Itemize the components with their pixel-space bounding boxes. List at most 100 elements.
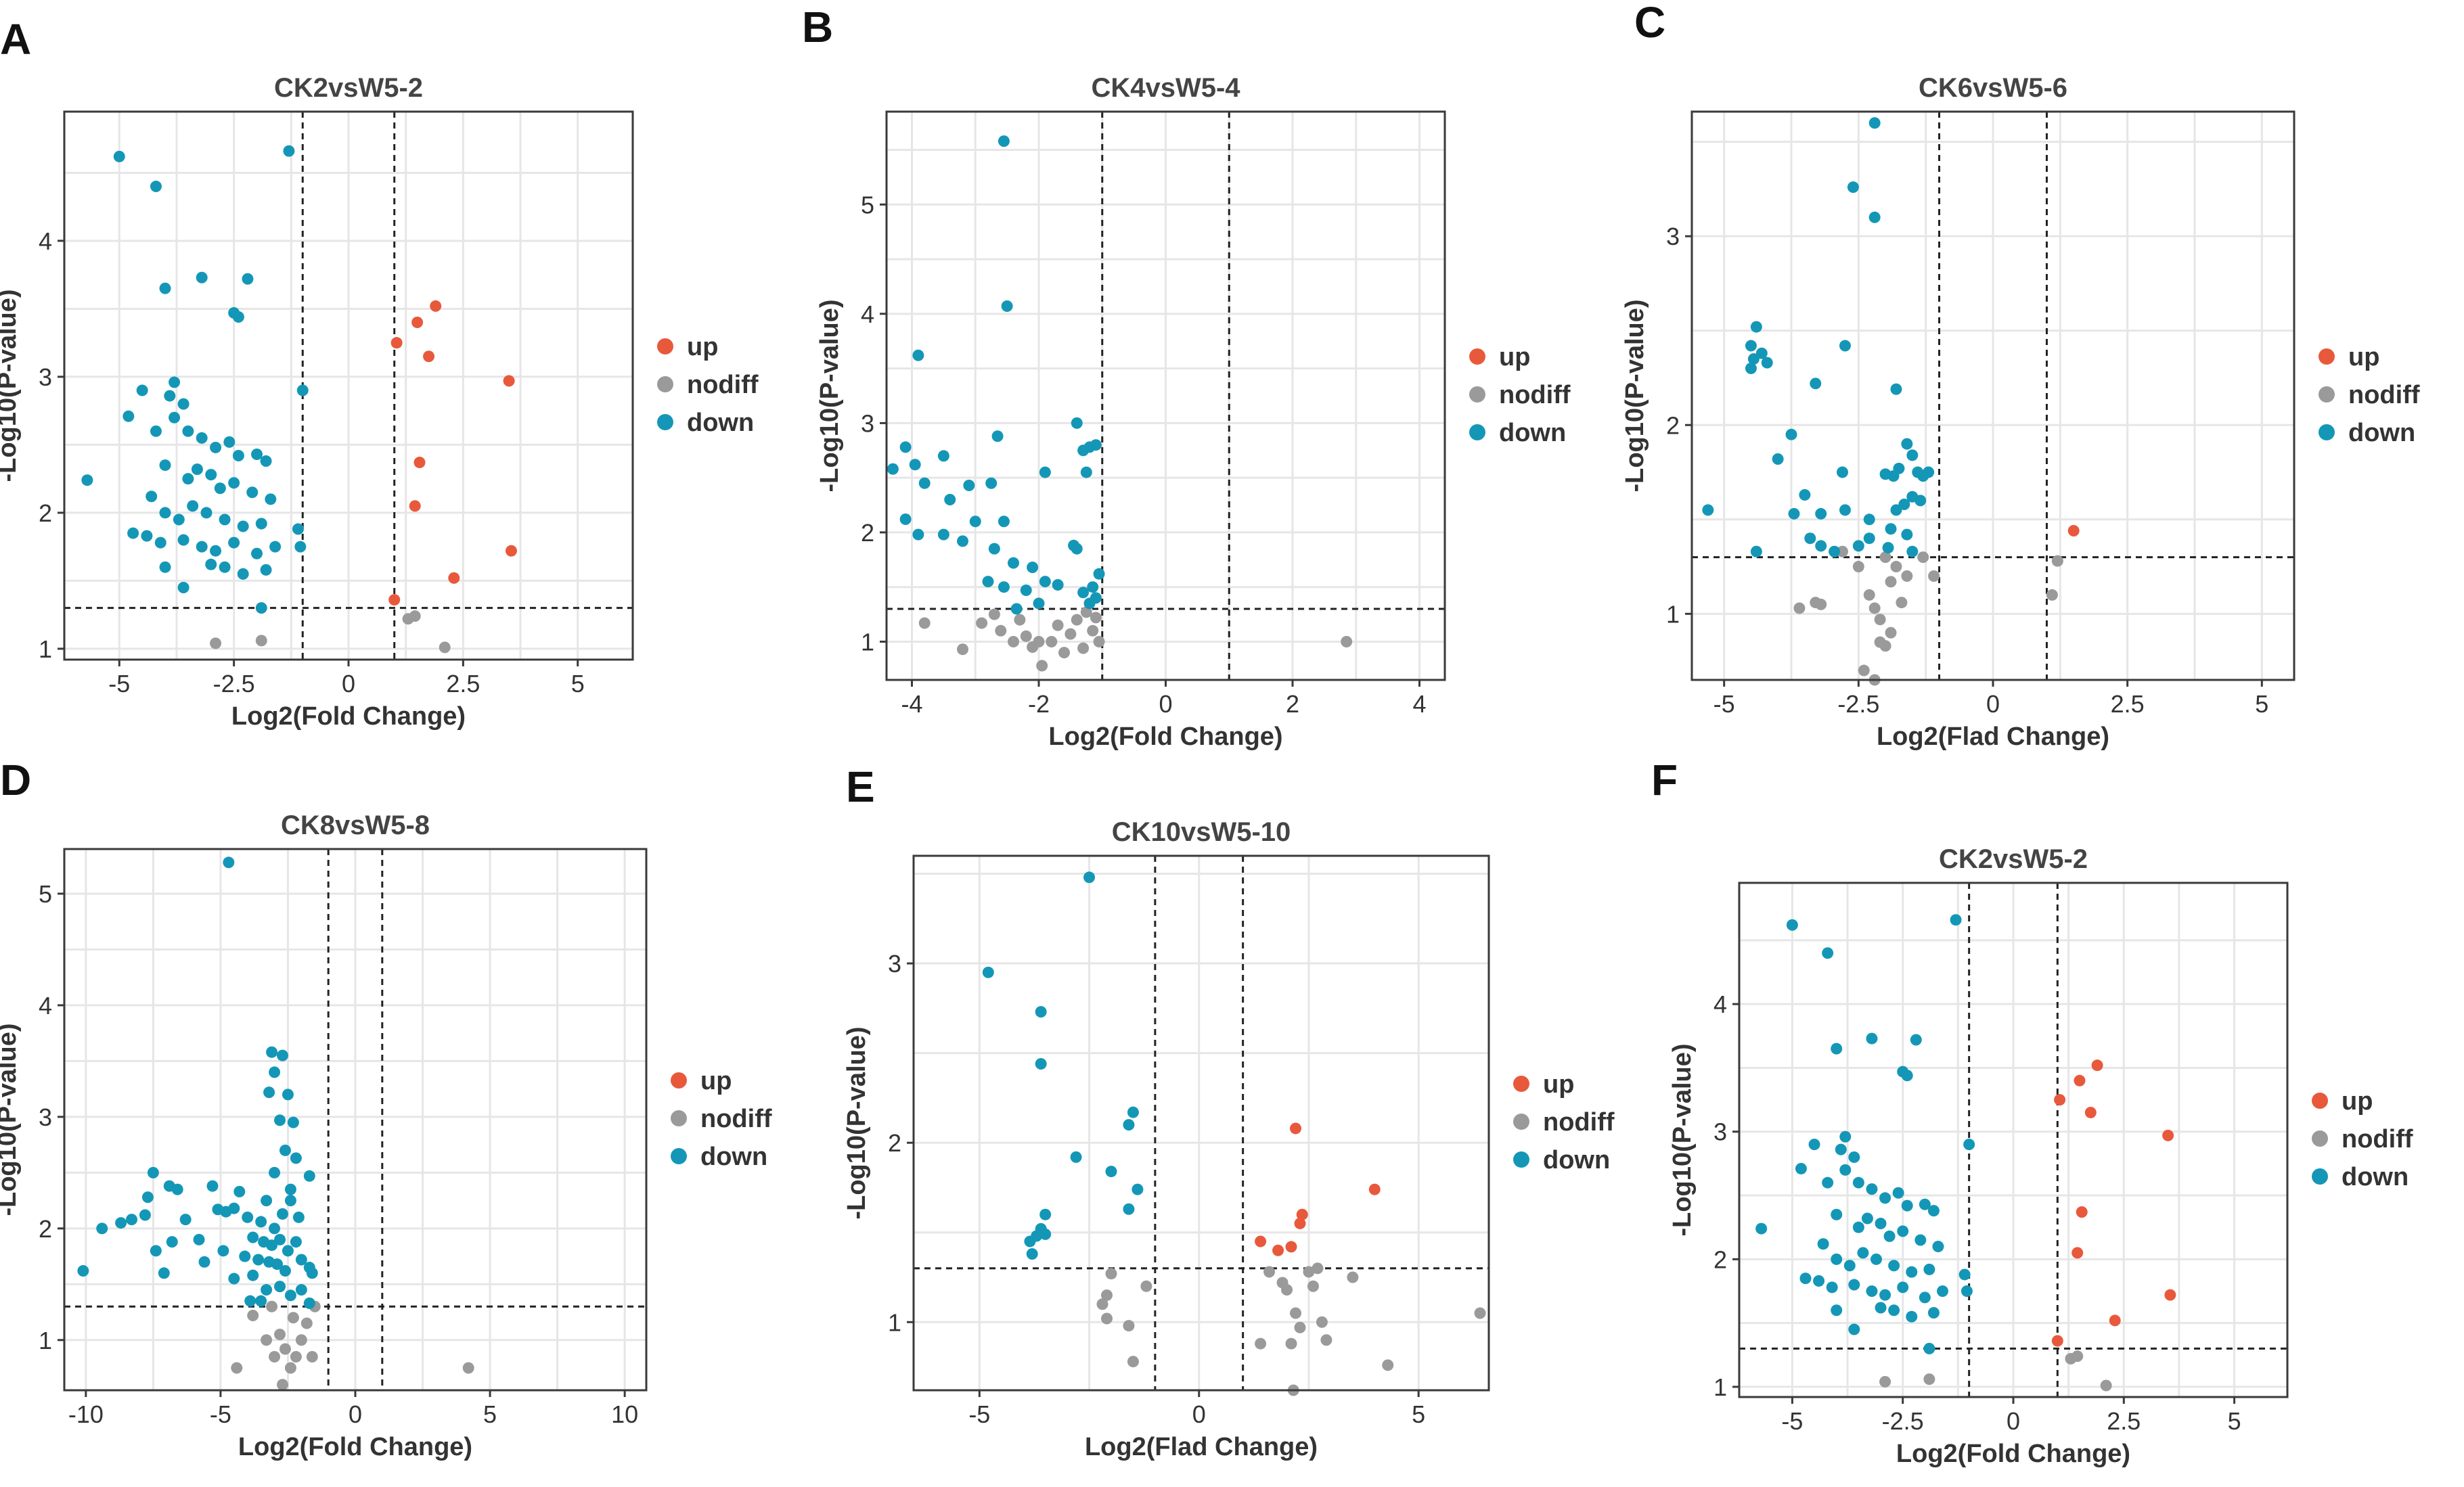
legend-label-down: down: [1543, 1146, 1610, 1174]
y-tick-label: 2: [1666, 411, 1680, 439]
y-tick-label: 2: [888, 1129, 901, 1157]
x-axis-label: Log2(Fold Change): [231, 702, 466, 731]
point-up: [390, 337, 403, 349]
point-down: [1906, 1310, 1918, 1323]
x-tick-label: -5: [210, 1400, 231, 1428]
x-tick-label: 2.5: [2111, 690, 2145, 718]
point-down: [1932, 1240, 1944, 1252]
point-down: [1826, 1281, 1838, 1294]
point-down: [1093, 568, 1105, 580]
point-down: [150, 1245, 162, 1257]
panel-b: B -4 -2 0 2 4 1 2 3 4 5 CK4vsW5-4 Log2(Fold Change) -…: [802, 3, 1571, 751]
point-down: [1879, 1289, 1891, 1301]
point-down: [1039, 576, 1051, 588]
point-nodiff: [1901, 570, 1913, 582]
point-down: [177, 581, 189, 593]
x-tick-label: 2.5: [2107, 1407, 2141, 1435]
point-down: [284, 1289, 296, 1302]
point-down: [279, 1265, 291, 1277]
point-down: [187, 500, 199, 512]
point-up: [448, 572, 460, 584]
y-tick-label: 4: [1713, 990, 1727, 1018]
x-tick-label: -5: [1781, 1407, 1803, 1435]
point-down: [1745, 363, 1757, 375]
point-nodiff: [1928, 570, 1940, 582]
point-down: [1750, 321, 1762, 333]
x-tick-label: 5: [483, 1400, 497, 1428]
point-down: [1080, 466, 1092, 478]
point-nodiff: [300, 1317, 313, 1329]
point-down: [290, 1236, 302, 1248]
point-down: [177, 534, 189, 546]
panel-f: F -5 -2.5 0 2.5 5 1 2 3 4 CK2vsW5-2 Log2(Fold Chang…: [1651, 756, 2413, 1468]
point-nodiff: [1087, 624, 1099, 637]
chart-title: CK4vsW5-4: [1091, 73, 1240, 103]
point-nodiff: [266, 1300, 278, 1312]
point-down: [261, 1284, 273, 1296]
point-down: [1898, 498, 1910, 510]
point-down: [1901, 528, 1913, 541]
legend: up nodiff down: [2319, 343, 2420, 447]
point-nodiff: [277, 1379, 288, 1391]
point-nodiff: [2100, 1379, 2112, 1392]
point-down: [988, 543, 1000, 555]
point-down: [1927, 1307, 1940, 1319]
point-up: [2076, 1206, 2088, 1218]
legend-marker-up: [1469, 348, 1485, 365]
point-down: [150, 181, 162, 193]
legend-marker-down: [671, 1148, 687, 1164]
point-down: [1848, 1323, 1860, 1335]
point-down: [1868, 211, 1881, 223]
point-down: [1831, 1304, 1843, 1317]
point-down: [261, 1195, 273, 1207]
point-down: [292, 1211, 305, 1223]
point-nodiff: [462, 1362, 474, 1374]
point-down: [233, 1185, 246, 1197]
point-nodiff: [290, 1351, 302, 1363]
point-down: [287, 1116, 299, 1128]
point-down: [1961, 1285, 1973, 1297]
legend-label-nodiff: nodiff: [2348, 381, 2420, 409]
point-nodiff: [1263, 1266, 1276, 1278]
point-down: [1879, 468, 1891, 480]
point-down: [1914, 495, 1927, 507]
point-nodiff: [1014, 614, 1026, 626]
legend: up nodiff down: [2312, 1087, 2413, 1191]
point-nodiff: [255, 635, 267, 647]
point-down: [982, 966, 994, 978]
point-down: [269, 541, 282, 553]
legend-marker-nodiff: [657, 376, 673, 392]
point-down: [1843, 1260, 1856, 1272]
point-down: [1123, 1119, 1135, 1131]
y-tick-label: 1: [39, 1327, 52, 1354]
point-nodiff: [1100, 1312, 1113, 1325]
panel-letter: F: [1651, 756, 1678, 804]
point-down: [303, 1297, 315, 1309]
point-down: [1837, 466, 1848, 478]
point-down: [1892, 1187, 1904, 1199]
point-down: [274, 1114, 286, 1126]
point-nodiff: [1320, 1334, 1332, 1346]
point-down: [1831, 1043, 1843, 1055]
point-down: [247, 1231, 259, 1243]
y-tick-label: 2: [39, 499, 52, 527]
point-down: [141, 1191, 154, 1204]
point-down: [1888, 1260, 1900, 1272]
x-tick-label: 4: [1412, 690, 1426, 718]
panel-e: E -5 0 5 1 2 3 CK10vsW5-10 Log2(Flad Change) -Log…: [843, 762, 1615, 1461]
point-down: [1923, 466, 1935, 478]
point-down: [998, 135, 1010, 147]
point-down: [1831, 1253, 1843, 1265]
point-down: [1090, 592, 1102, 604]
point-down: [169, 411, 181, 424]
point-nodiff: [1917, 551, 1929, 564]
point-down: [232, 450, 244, 462]
point-down: [303, 1170, 315, 1182]
point-nodiff: [1285, 1337, 1297, 1350]
point-nodiff: [1885, 626, 1897, 639]
point-down: [912, 528, 924, 541]
point-nodiff: [2051, 555, 2063, 567]
y-tick-label: 5: [861, 191, 874, 219]
point-up: [2164, 1289, 2176, 1301]
point-down: [1761, 357, 1773, 369]
